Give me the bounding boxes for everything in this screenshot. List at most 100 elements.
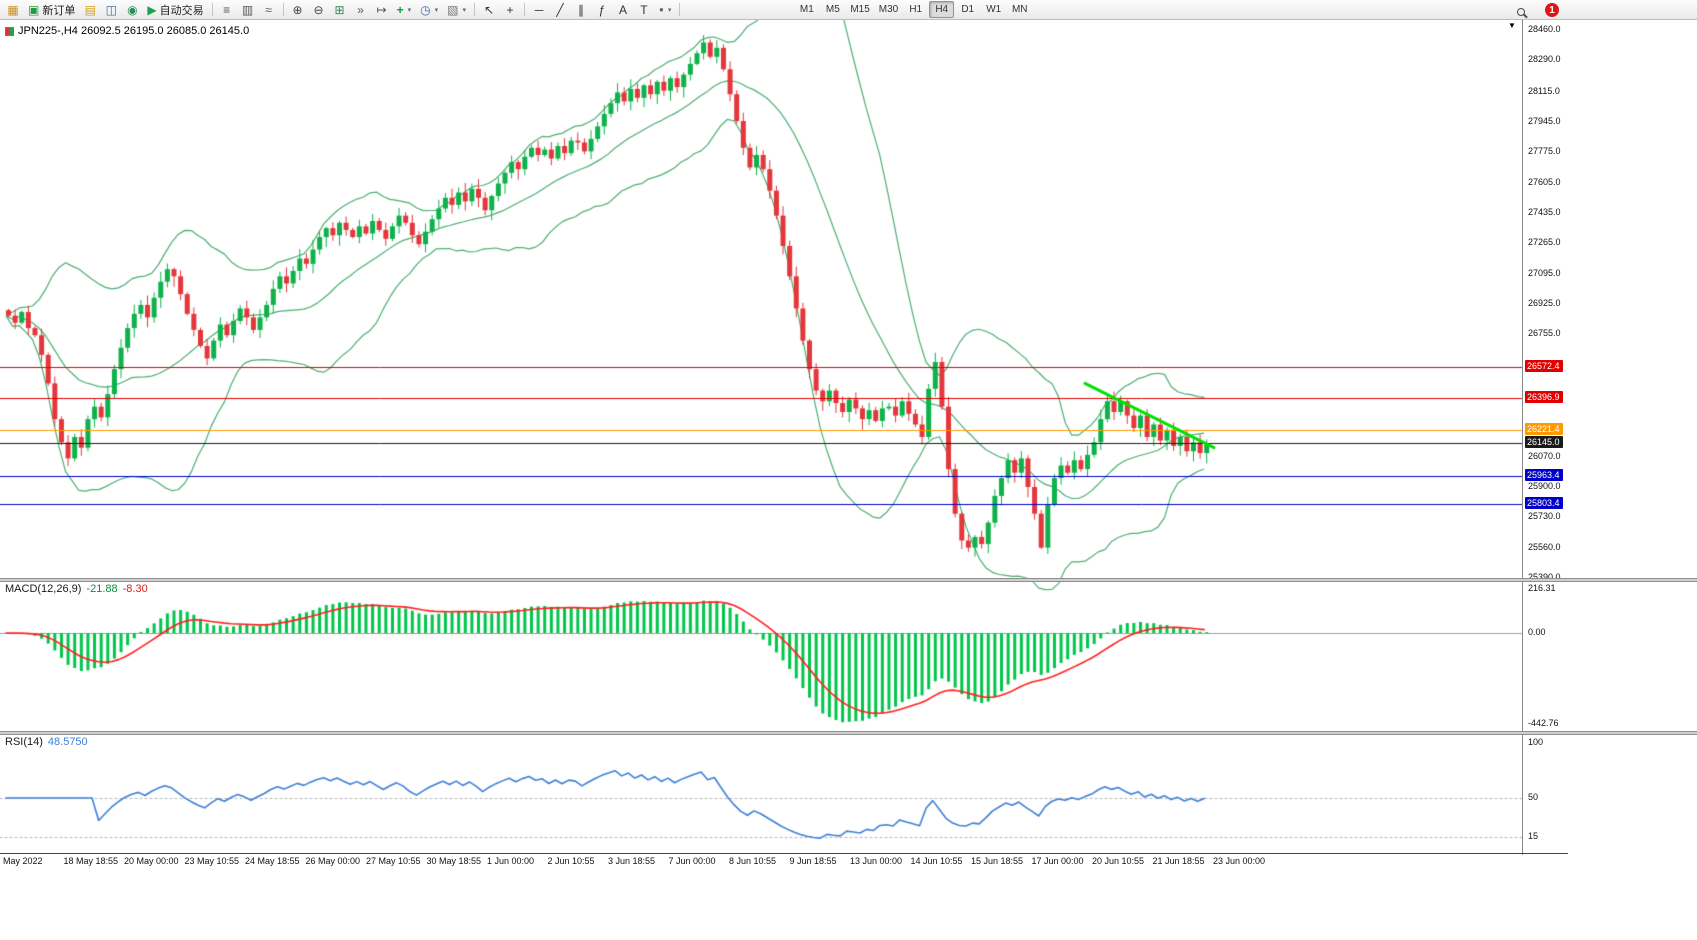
line-chart-icon: ≈ (265, 2, 272, 17)
cursor-button[interactable]: ↖ (479, 1, 499, 18)
time-axis-label: 24 May 18:55 (245, 856, 300, 866)
timeframe-h1-button[interactable]: H1 (909, 4, 923, 15)
indicators-plus-icon: + (396, 2, 404, 17)
auto-scroll-button[interactable]: » (351, 1, 371, 18)
time-axis-label: 26 May 00:00 (305, 856, 361, 866)
toolbar-separator (473, 3, 475, 16)
timeframe-group: M1 M5 M15 M30 H1 H4 D1 W1 MN (794, 1, 1032, 18)
time-axis-label: 21 Jun 18:55 (1152, 856, 1205, 866)
price-axis-tick: 27095.0 (1528, 267, 1561, 278)
rsi-name: RSI(14) (5, 736, 43, 748)
chart-window-icon: ▦ (7, 2, 19, 17)
navigator-icon: ◉ (127, 2, 138, 17)
macd-axis-tick: -442.76 (1528, 717, 1559, 728)
candlestick-chart-icon: ▥ (241, 2, 254, 17)
price-axis[interactable]: 28460.0 28290.0 28115.0 27945.0 27775.0 27605… (1523, 0, 1697, 940)
macd-main-value: -21.88 (86, 583, 118, 595)
timeframe-mn-button[interactable]: MN (1011, 4, 1028, 15)
shape-icon: ● (658, 4, 664, 14)
time-axis-label: 15 Jun 18:55 (971, 856, 1024, 866)
timeframe-m30-button[interactable]: M30 (878, 4, 899, 15)
price-tag: 26396.9 (1525, 391, 1563, 404)
time-axis-label: 30 May 18:55 (426, 856, 482, 866)
toolbar-separator (523, 3, 525, 16)
macd-indicator-label: MACD(12,26,9) -21.88 -8.30 (5, 583, 148, 595)
timeframe-m1-button[interactable]: M1 (799, 4, 814, 15)
timeframe-m5-button[interactable]: M5 (825, 4, 840, 15)
notification-badge[interactable]: 1 (1545, 3, 1559, 17)
zoom-out-button[interactable]: ⊖ (309, 1, 329, 18)
auto-trading-button[interactable]: ▶ 自动交易 (143, 1, 207, 18)
time-axis-label: 23 Jun 00:00 (1213, 856, 1266, 866)
price-axis-border (1522, 20, 1523, 855)
time-axis-label: 7 Jun 00:00 (668, 856, 716, 866)
time-axis-label: 9 Jun 18:55 (789, 856, 837, 866)
price-tag: 26221.4 (1525, 422, 1563, 435)
indicators-button[interactable]: + ▾ (393, 1, 416, 18)
macd-signal-value: -8.30 (122, 583, 148, 595)
macd-axis-tick: 0.00 (1528, 627, 1546, 637)
crosshair-button[interactable]: + (500, 1, 520, 18)
time-axis-label: 14 Jun 10:55 (910, 856, 963, 866)
data-window-icon: ◫ (105, 2, 118, 17)
dropdown-arrow-icon: ▾ (434, 6, 439, 14)
timeframe-d1-button[interactable]: D1 (961, 4, 975, 15)
macd-axis-tick: 216.31 (1528, 582, 1556, 593)
panel-splitter[interactable] (0, 731, 1697, 735)
timeframe-m15-button[interactable]: M15 (850, 4, 870, 15)
candlestick-chart-button[interactable]: ▥ (238, 1, 258, 18)
time-axis-label: 1 Jun 00:00 (487, 856, 535, 866)
timeframe-w1-button[interactable]: W1 (986, 4, 1002, 15)
auto-trading-label: 自动交易 (159, 4, 204, 17)
shapes-tool-button[interactable]: ● ▾ (655, 1, 675, 18)
dropdown-arrow-icon: ▾ (667, 6, 672, 14)
time-axis-label: 17 Jun 00:00 (1031, 856, 1084, 866)
tile-windows-button[interactable]: ⊞ (330, 1, 350, 18)
periods-button[interactable]: ◷ ▾ (416, 1, 442, 18)
timeframe-h4-button[interactable]: H4 (929, 1, 955, 18)
price-axis-tick: 28290.0 (1528, 54, 1561, 65)
price-axis-tick: 25730.0 (1528, 511, 1561, 522)
search-icon (1517, 7, 1525, 16)
new-order-icon: ▣ (28, 2, 40, 17)
bar-chart-button[interactable]: ≡ (217, 1, 237, 18)
price-tag: 25803.4 (1525, 497, 1563, 510)
time-axis-label: 2 Jun 10:55 (547, 856, 595, 866)
hline-tool-button[interactable]: ─ (529, 1, 549, 18)
search-button[interactable] (1511, 3, 1531, 20)
chart-title: JPN225-,H4 26092.5 26195.0 26085.0 26145… (5, 25, 249, 37)
chart-shift-button[interactable]: ↦ (372, 1, 392, 18)
chart-window-button[interactable]: ▦ (3, 1, 23, 18)
label-tool-button[interactable]: T (634, 1, 654, 18)
text-tool-icon: A (618, 2, 627, 17)
market-watch-button[interactable]: ▤ (80, 1, 100, 18)
line-chart-button[interactable]: ≈ (259, 1, 279, 18)
price-axis-tick: 27605.0 (1528, 176, 1561, 187)
trendline-tool-button[interactable]: ╱ (550, 1, 570, 18)
price-chart-canvas[interactable] (0, 20, 1522, 855)
zoom-in-button[interactable]: ⊕ (288, 1, 308, 18)
toolbar-separator (282, 3, 284, 16)
trendline-icon: ╱ (556, 2, 564, 17)
price-axis-tick: 27435.0 (1528, 206, 1561, 217)
navigator-button[interactable]: ◉ (122, 1, 142, 18)
time-axis-label: 20 Jun 10:55 (1092, 856, 1145, 866)
price-axis-tick: 27775.0 (1528, 146, 1561, 157)
price-tag: 26572.4 (1525, 359, 1563, 372)
toolbar-separator (211, 3, 213, 16)
bar-chart-icon: ≡ (223, 2, 231, 17)
channel-tool-button[interactable]: ∥ (571, 1, 591, 18)
price-tag: 25963.4 (1525, 468, 1563, 481)
templates-button[interactable]: ▧ ▾ (443, 1, 470, 18)
main-toolbar: ▦ ▣ 新订单 ▤ ◫ ◉ ▶ 自动交易 ≡ ▥ ≈ ⊕ ⊖ ⊞ » ↦ + ▾ ◷ ▾… (0, 0, 1697, 20)
chart-shift-marker-icon[interactable]: ▼ (1508, 21, 1516, 30)
new-order-button[interactable]: ▣ 新订单 (24, 1, 79, 18)
data-window-button[interactable]: ◫ (101, 1, 121, 18)
clock-icon: ◷ (420, 2, 431, 17)
time-axis-label: 23 May 10:55 (184, 856, 240, 866)
time-axis[interactable]: May 2022 18 May 18:55 20 May 00:00 23 May 1… (0, 856, 1522, 870)
fibonacci-tool-button[interactable]: ƒ (592, 1, 612, 18)
text-tool-button[interactable]: A (613, 1, 633, 18)
panel-splitter[interactable] (0, 578, 1697, 582)
template-icon: ▧ (447, 2, 459, 17)
